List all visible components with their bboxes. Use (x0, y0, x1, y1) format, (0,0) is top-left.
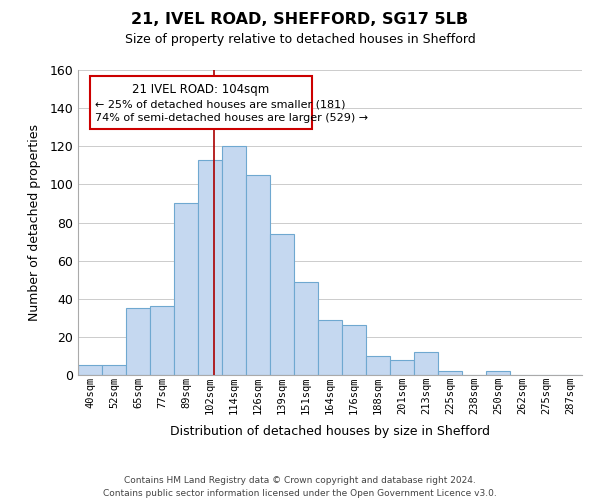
Bar (486, 371, 510, 375)
Bar (318, 320, 342, 375)
Text: 21 IVEL ROAD: 104sqm: 21 IVEL ROAD: 104sqm (133, 82, 269, 96)
Text: Contains HM Land Registry data © Crown copyright and database right 2024.
Contai: Contains HM Land Registry data © Crown c… (103, 476, 497, 498)
X-axis label: Distribution of detached houses by size in Shefford: Distribution of detached houses by size … (170, 425, 490, 438)
Bar (342, 326, 366, 375)
Bar (126, 308, 150, 375)
Bar (78, 366, 102, 375)
Bar (270, 234, 294, 375)
Bar (390, 360, 414, 375)
Bar (150, 306, 174, 375)
Bar (294, 282, 318, 375)
Bar (102, 366, 126, 375)
Bar (174, 204, 198, 375)
Bar (414, 352, 438, 375)
Bar (366, 356, 390, 375)
Text: 21, IVEL ROAD, SHEFFORD, SG17 5LB: 21, IVEL ROAD, SHEFFORD, SG17 5LB (131, 12, 469, 28)
FancyBboxPatch shape (90, 76, 311, 129)
Bar (246, 175, 270, 375)
Y-axis label: Number of detached properties: Number of detached properties (28, 124, 41, 321)
Bar (198, 160, 222, 375)
Text: ← 25% of detached houses are smaller (181): ← 25% of detached houses are smaller (18… (95, 99, 346, 109)
Text: Size of property relative to detached houses in Shefford: Size of property relative to detached ho… (125, 32, 475, 46)
Text: 74% of semi-detached houses are larger (529) →: 74% of semi-detached houses are larger (… (95, 114, 368, 124)
Bar (438, 371, 462, 375)
Bar (222, 146, 246, 375)
